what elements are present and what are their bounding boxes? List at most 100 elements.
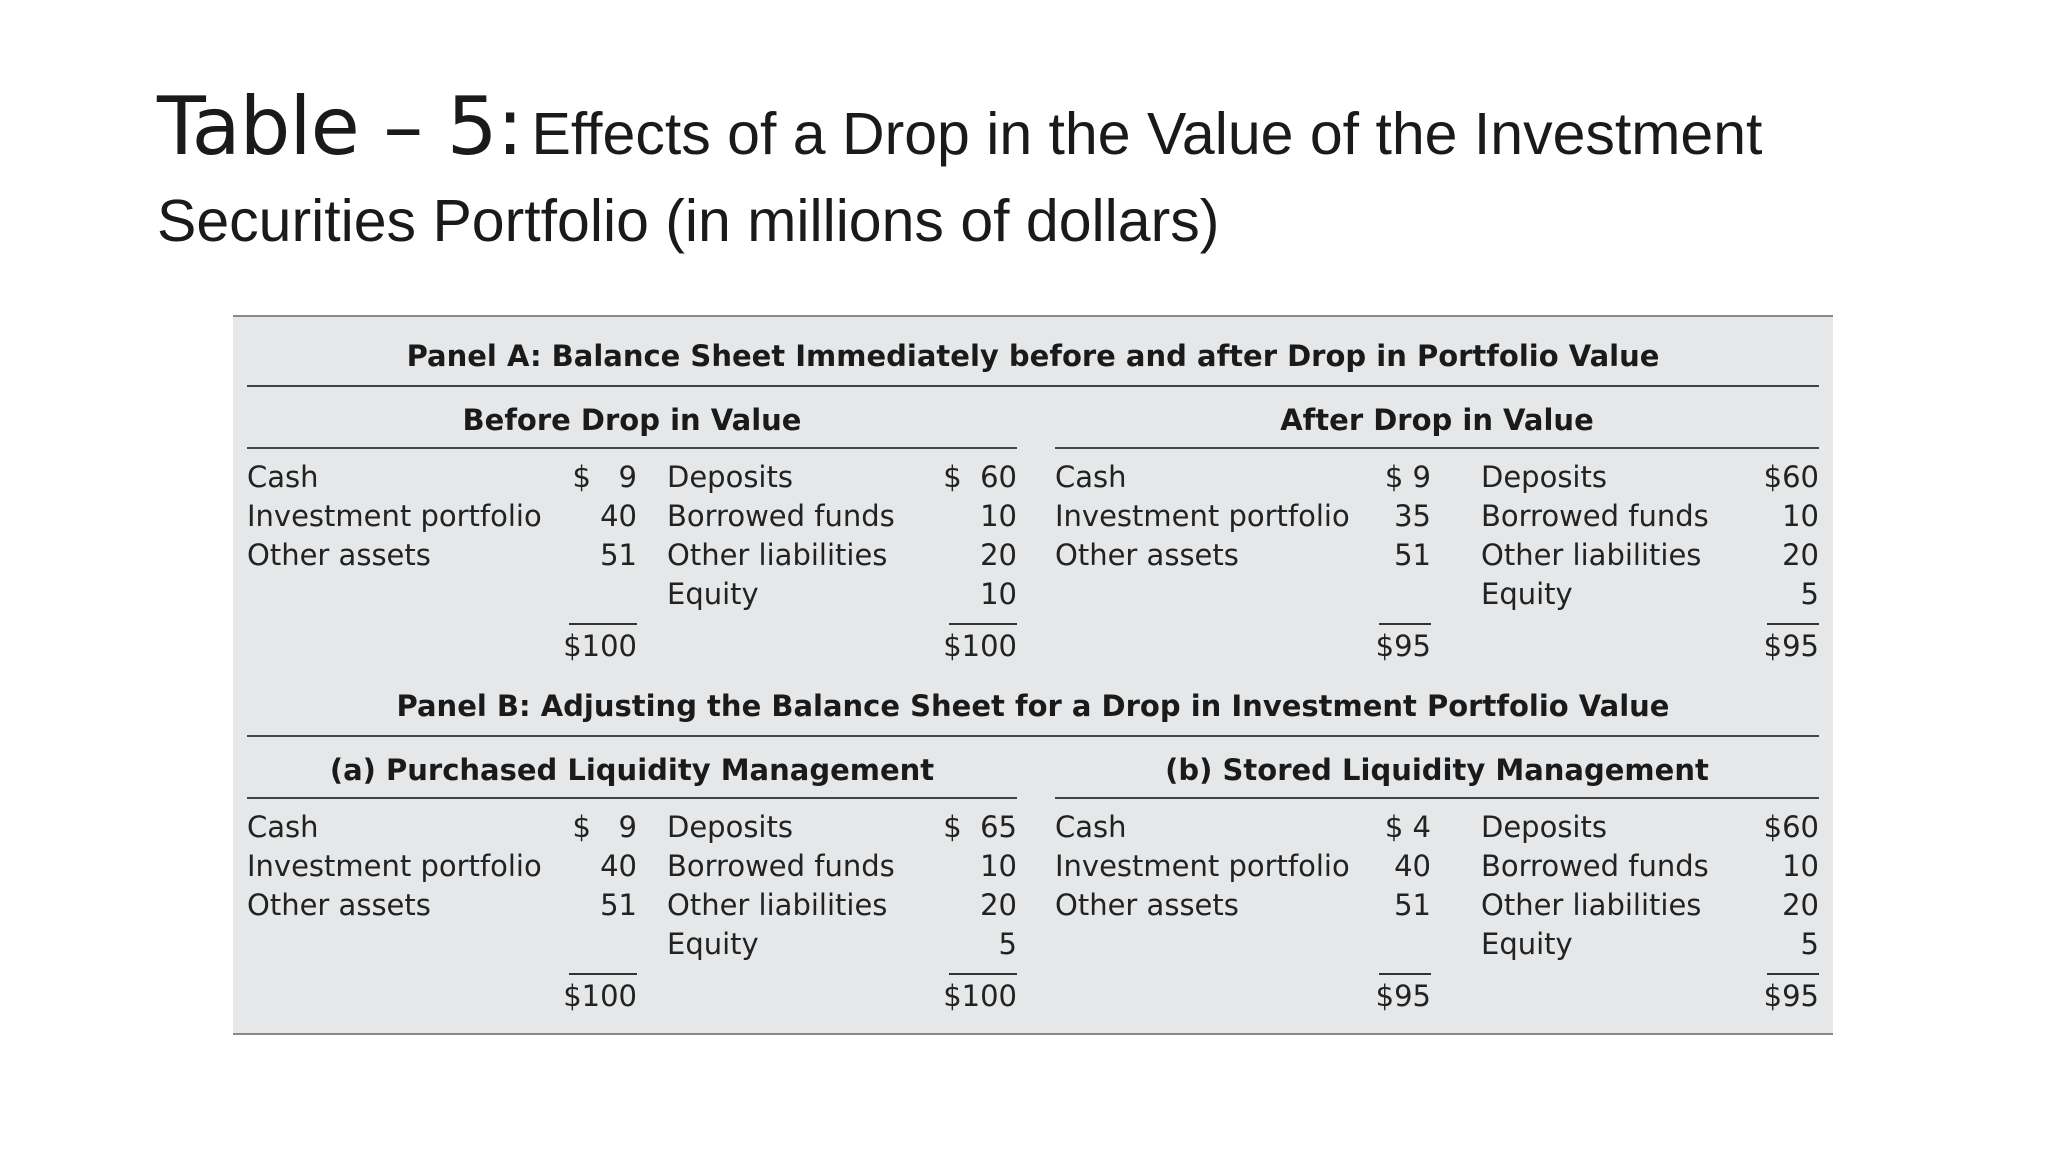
total-row: $100 $100 xyxy=(247,626,1017,666)
total-row: $95 $95 xyxy=(1055,626,1819,666)
liability-label: Deposits xyxy=(667,460,793,494)
asset-label: Investment portfolio xyxy=(247,849,542,883)
table-row: Equity 10 xyxy=(247,574,1017,614)
liability-value: 20 xyxy=(980,888,1017,922)
liability-value: 20 xyxy=(1782,538,1819,572)
asset-label: Cash xyxy=(1055,810,1127,844)
liability-label: Deposits xyxy=(667,810,793,844)
asset-value: $ 4 xyxy=(1384,810,1431,844)
liability-value: 10 xyxy=(980,577,1017,611)
asset-value: 40 xyxy=(600,849,637,883)
panel-b-purchased-title: (a) Purchased Liquidity Management xyxy=(329,753,935,787)
table-row: Equity 5 xyxy=(1055,924,1819,964)
asset-value: 51 xyxy=(600,538,637,572)
total-rule xyxy=(1767,623,1819,625)
asset-label: Investment portfolio xyxy=(1055,849,1350,883)
total-liabilities: $95 xyxy=(1763,979,1819,1013)
total-row: $100 $100 xyxy=(247,976,1017,1016)
liability-label: Other liabilities xyxy=(1481,538,1702,572)
asset-value: 51 xyxy=(1394,538,1431,572)
liability-value: 10 xyxy=(1782,849,1819,883)
asset-value: 40 xyxy=(1394,849,1431,883)
total-rule xyxy=(569,623,637,625)
table-row: Investment portfolio 40 Borrowed funds 1… xyxy=(247,496,1017,536)
liability-value: $60 xyxy=(1763,810,1819,844)
liability-label: Other liabilities xyxy=(667,888,888,922)
asset-value: $ 9 xyxy=(572,810,637,844)
liability-label: Equity xyxy=(1481,927,1573,961)
panel-b-stored-title: (b) Stored Liquidity Management xyxy=(1165,753,1709,787)
total-rule xyxy=(949,973,1017,975)
asset-value: 51 xyxy=(600,888,637,922)
liability-label: Other liabilities xyxy=(667,538,888,572)
asset-label: Other assets xyxy=(247,888,431,922)
table-row: Other assets 51 Other liabilities 20 xyxy=(247,535,1017,575)
liability-value: $ 60 xyxy=(943,460,1017,494)
table-row: Cash $ 9 Deposits $ 65 xyxy=(247,807,1017,847)
table-row: Cash $ 9 Deposits $60 xyxy=(1055,457,1819,497)
asset-value: 40 xyxy=(600,499,637,533)
asset-value: $ 9 xyxy=(1384,460,1431,494)
asset-label: Other assets xyxy=(1055,888,1239,922)
total-row: $95 $95 xyxy=(1055,976,1819,1016)
liability-value: 20 xyxy=(980,538,1017,572)
asset-value: $ 9 xyxy=(572,460,637,494)
liability-value: 5 xyxy=(1800,577,1819,611)
table-row: Investment portfolio 40 Borrowed funds 1… xyxy=(247,846,1017,886)
total-rule xyxy=(569,973,637,975)
asset-label: Cash xyxy=(247,460,319,494)
liability-label: Equity xyxy=(667,577,759,611)
table-row: Investment portfolio 35 Borrowed funds 1… xyxy=(1055,496,1819,536)
table-row: Other assets 51 Other liabilities 20 xyxy=(1055,885,1819,925)
total-assets: $95 xyxy=(1375,629,1431,663)
liability-label: Deposits xyxy=(1481,810,1607,844)
panel-a-after-title: After Drop in Value xyxy=(1280,403,1594,437)
liability-value: 5 xyxy=(1800,927,1819,961)
panel-a-before-title: Before Drop in Value xyxy=(462,403,802,437)
liability-label: Equity xyxy=(1481,577,1573,611)
section-rule xyxy=(1055,797,1819,799)
asset-label: Cash xyxy=(1055,460,1127,494)
total-rule xyxy=(1767,973,1819,975)
liability-label: Equity xyxy=(667,927,759,961)
liability-value: 10 xyxy=(1782,499,1819,533)
panel-b-rule xyxy=(247,735,1819,737)
section-rule xyxy=(247,797,1017,799)
asset-label: Investment portfolio xyxy=(1055,499,1350,533)
slide-title: Table – 5: Effects of a Drop in the Valu… xyxy=(157,87,1937,269)
liability-label: Borrowed funds xyxy=(667,849,895,883)
panel-a-title: Panel A: Balance Sheet Immediately befor… xyxy=(406,339,1660,373)
total-liabilities: $95 xyxy=(1763,629,1819,663)
table-row: Equity 5 xyxy=(247,924,1017,964)
table-row: Other assets 51 Other liabilities 20 xyxy=(1055,535,1819,575)
asset-value: 35 xyxy=(1394,499,1431,533)
total-rule xyxy=(1379,623,1431,625)
total-rule xyxy=(1379,973,1431,975)
liability-label: Other liabilities xyxy=(1481,888,1702,922)
liability-value: 20 xyxy=(1782,888,1819,922)
asset-label: Other assets xyxy=(247,538,431,572)
liability-label: Borrowed funds xyxy=(1481,499,1709,533)
liability-label: Borrowed funds xyxy=(1481,849,1709,883)
total-assets: $95 xyxy=(1375,979,1431,1013)
table-row: Cash $ 4 Deposits $60 xyxy=(1055,807,1819,847)
balance-sheet-table: Panel A: Balance Sheet Immediately befor… xyxy=(233,315,1833,1035)
table-row: Cash $ 9 Deposits $ 60 xyxy=(247,457,1017,497)
asset-label: Investment portfolio xyxy=(247,499,542,533)
liability-value: 5 xyxy=(998,927,1017,961)
liability-label: Borrowed funds xyxy=(667,499,895,533)
slide-title-text: Effects of a Drop in the Value of the In… xyxy=(157,101,1763,254)
panel-b-title: Panel B: Adjusting the Balance Sheet for… xyxy=(396,689,1670,723)
section-rule xyxy=(247,447,1017,449)
total-liabilities: $100 xyxy=(943,979,1017,1013)
total-assets: $100 xyxy=(563,979,637,1013)
liability-label: Deposits xyxy=(1481,460,1607,494)
total-rule xyxy=(949,623,1017,625)
total-liabilities: $100 xyxy=(943,629,1017,663)
asset-value: 51 xyxy=(1394,888,1431,922)
table-row: Other assets 51 Other liabilities 20 xyxy=(247,885,1017,925)
total-assets: $100 xyxy=(563,629,637,663)
asset-label: Other assets xyxy=(1055,538,1239,572)
section-rule xyxy=(1055,447,1819,449)
table-row: Equity 5 xyxy=(1055,574,1819,614)
